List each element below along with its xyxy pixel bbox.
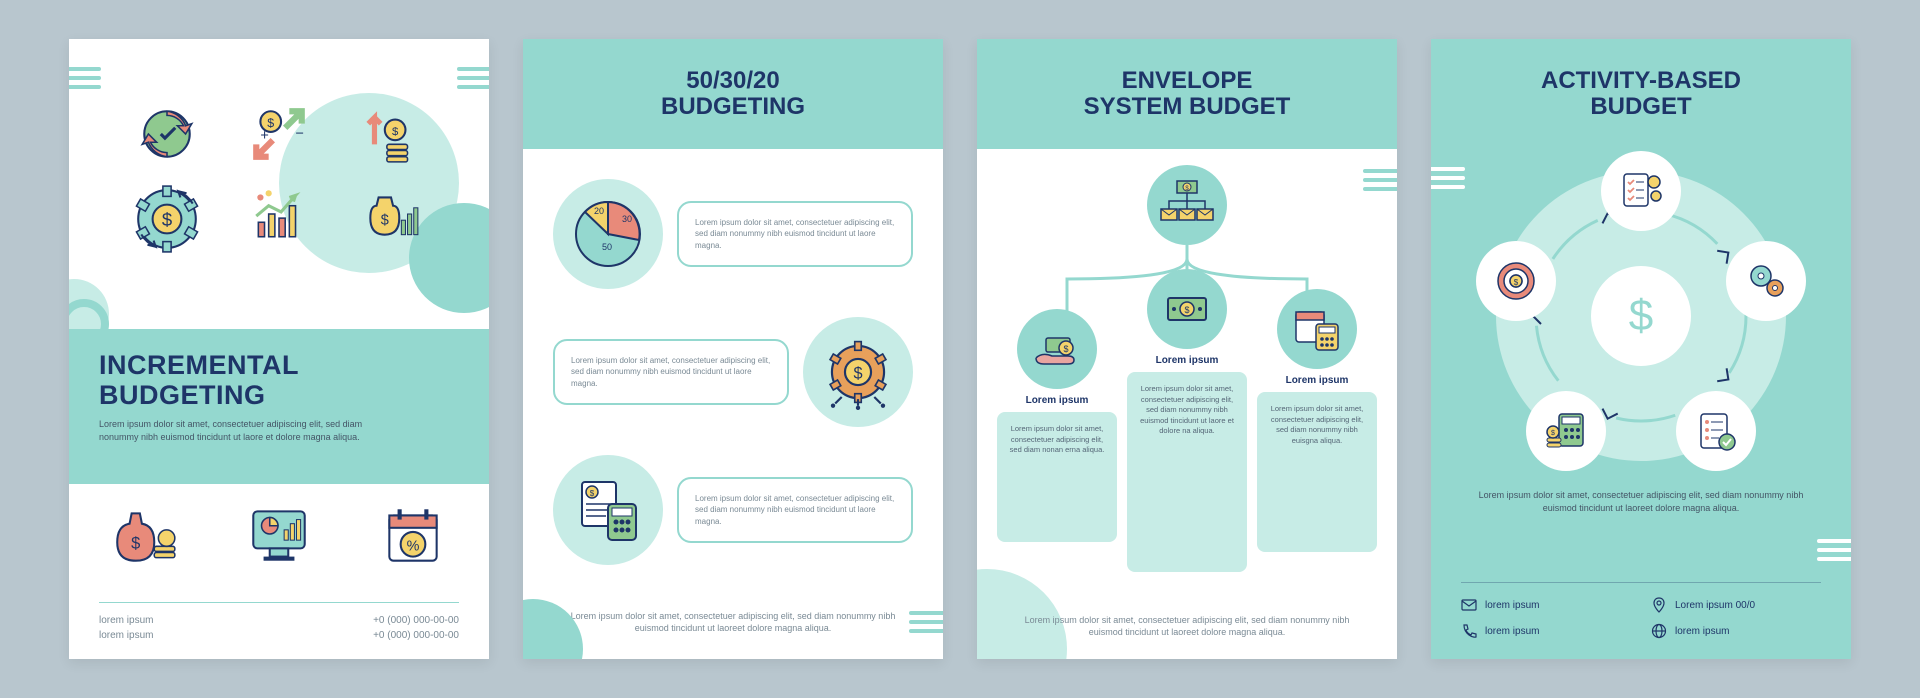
envelopes-tree-icon: $ <box>1157 175 1217 235</box>
gears-icon <box>1726 241 1806 321</box>
icon-grid: $−+ $ $ $ <box>117 103 441 255</box>
contact-item: lorem ipsum <box>1651 623 1821 639</box>
bottom-icon-row: $ % <box>109 499 449 571</box>
tree-col: $ Lorem ipsum Lorem ipsum dolor sit amet… <box>997 309 1117 572</box>
footer-text: Lorem ipsum dolor sit amet, consectetuer… <box>553 610 913 635</box>
info-row: 20 30 50 Lorem ipsum dolor sit amet, conse… <box>553 179 913 289</box>
panel-header: 50/30/20BUDGETING <box>523 39 943 149</box>
tree-col: $ Lorem ipsum Lorem ipsum dolor sit amet… <box>1127 269 1247 572</box>
svg-text:$: $ <box>162 209 172 230</box>
panel-title: ENVELOPE SYSTEM BUDGET <box>1084 68 1291 121</box>
info-text: Lorem ipsum dolor sit amet, consectetuer… <box>553 339 789 405</box>
panel-title: 50/30/20BUDGETING <box>661 68 805 121</box>
svg-text:$: $ <box>131 534 140 552</box>
root-node: $ <box>1147 165 1227 245</box>
doc-calculator-icon: $ <box>553 455 663 565</box>
svg-text:$: $ <box>590 489 595 498</box>
ring-nodes: $ $ $ <box>1496 171 1786 461</box>
calendar-percent-icon: % <box>377 499 449 571</box>
contact-item: lorem ipsum <box>1461 623 1631 639</box>
deco-lines-icon <box>909 611 943 633</box>
gear-dollar-icon: $ <box>803 317 913 427</box>
footer-col: lorem ipsum lorem ipsum <box>99 615 153 641</box>
pin-icon <box>1651 597 1667 613</box>
pie-chart-icon: 20 30 50 <box>553 179 663 289</box>
bg-circle-icon <box>523 599 583 659</box>
coins-up-icon: $ <box>360 103 422 165</box>
contact-item: Lorem ipsum 00/0 <box>1651 597 1821 613</box>
col-text: Lorem ipsum dolor sit amet, consectetuer… <box>997 412 1117 542</box>
doc-check-icon <box>1676 391 1756 471</box>
svg-text:30: 30 <box>622 214 632 224</box>
col-label: Lorem ipsum <box>1257 375 1377 386</box>
tree-diagram: $ $ Lorem ipsum Lorem ipsum dolor sit am… <box>997 159 1377 569</box>
panel-activity: ACTIVITY-BASED BUDGET $ $ $ Lorem ipsum … <box>1431 39 1851 659</box>
contact-text: lorem ipsum <box>1485 626 1539 637</box>
panel-503020: 50/30/20BUDGETING 20 30 50 Lorem ipsum dol… <box>523 39 943 659</box>
checklist-gears-icon <box>1601 151 1681 231</box>
contact-text: lorem ipsum <box>1675 626 1729 637</box>
target-icon: $ <box>1476 241 1556 321</box>
panel-footer: lorem ipsum lorem ipsum +0 (000) 000-00-… <box>99 602 459 641</box>
svg-text:−: − <box>296 126 304 142</box>
panel-title: INCREMENTAL BUDGETING <box>99 351 459 410</box>
svg-text:%: % <box>407 538 420 554</box>
svg-text:$: $ <box>853 365 862 383</box>
col-label: Lorem ipsum <box>1127 355 1247 366</box>
footer-phone: +0 (000) 000-00-00 <box>373 630 459 641</box>
footer-phone: +0 (000) 000-00-00 <box>373 615 459 626</box>
hand-money-icon: $ <box>1030 322 1084 376</box>
deco-lines-icon <box>1817 539 1851 561</box>
col-label: Lorem ipsum <box>997 395 1117 406</box>
title-band: INCREMENTAL BUDGETING Lorem ipsum dolor … <box>69 329 489 484</box>
deco-lines-icon <box>1431 167 1465 189</box>
panel-subtitle: Lorem ipsum dolor sit amet, consectetuer… <box>99 418 399 443</box>
calc-coins-icon: $ <box>1526 391 1606 471</box>
col-text: Lorem ipsum dolor sit amet, consectetuer… <box>1257 392 1377 552</box>
svg-text:$: $ <box>392 126 399 138</box>
money-exchange-icon: $−+ <box>248 103 310 165</box>
info-row: $ Lorem ipsum dolor sit amet, consectetu… <box>553 455 913 565</box>
footer-col: +0 (000) 000-00-00 +0 (000) 000-00-00 <box>373 615 459 641</box>
cash-bill-icon: $ <box>1160 282 1214 336</box>
contact-text: Lorem ipsum 00/0 <box>1675 600 1755 611</box>
panel-header: ENVELOPE SYSTEM BUDGET <box>977 39 1397 149</box>
panel-incremental: $ − + $ $ $ INCREMENTAL BUDGETING Lorem ip… <box>69 39 489 659</box>
svg-text:20: 20 <box>594 206 604 216</box>
globe-icon <box>1651 623 1667 639</box>
panel-envelope: ENVELOPE SYSTEM BUDGET $ $ Lorem ipsum L… <box>977 39 1397 659</box>
panel-title: ACTIVITY-BASED BUDGET <box>1541 68 1741 121</box>
body-text: Lorem ipsum dolor sit amet, consectetuer… <box>1471 489 1811 514</box>
svg-text:$: $ <box>381 212 389 228</box>
svg-text:50: 50 <box>602 242 612 252</box>
refresh-cycle-icon <box>136 103 198 165</box>
panel-header: ACTIVITY-BASED BUDGET <box>1431 39 1851 149</box>
col-text: Lorem ipsum dolor sit amet, consectetuer… <box>1127 372 1247 572</box>
svg-text:+: + <box>260 128 268 144</box>
info-row: $ Lorem ipsum dolor sit amet, consectetu… <box>553 317 913 427</box>
svg-text:$: $ <box>1063 344 1068 354</box>
dollar-center-icon: $ <box>1591 266 1691 366</box>
svg-text:$: $ <box>1551 430 1555 437</box>
info-text: Lorem ipsum dolor sit amet, consectetuer… <box>677 201 913 267</box>
info-text: Lorem ipsum dolor sit amet, consectetuer… <box>677 477 913 543</box>
gear-dollar-icon: $ <box>131 183 203 255</box>
contacts: lorem ipsum Lorem ipsum 00/0 lorem ipsum… <box>1461 582 1821 639</box>
svg-text:$: $ <box>1184 305 1189 315</box>
calendar-calc-icon <box>1290 302 1344 356</box>
money-bag-coins-icon: $ <box>109 499 181 571</box>
footer-text: lorem ipsum <box>99 630 153 641</box>
footer-text: lorem ipsum <box>99 615 153 626</box>
money-bag-chart-icon: $ <box>360 183 422 245</box>
phone-icon <box>1461 623 1477 639</box>
chart-growth-icon <box>248 183 310 245</box>
tree-col: Lorem ipsum Lorem ipsum dolor sit amet, … <box>1257 289 1377 572</box>
svg-text:$: $ <box>1514 278 1519 287</box>
computer-chart-icon <box>243 499 315 571</box>
deco-lines-icon <box>69 67 101 89</box>
contact-text: lorem ipsum <box>1485 600 1539 611</box>
footer-text: Lorem ipsum dolor sit amet, consectetuer… <box>1007 614 1367 639</box>
contact-item: lorem ipsum <box>1461 597 1631 613</box>
mail-icon <box>1461 597 1477 613</box>
